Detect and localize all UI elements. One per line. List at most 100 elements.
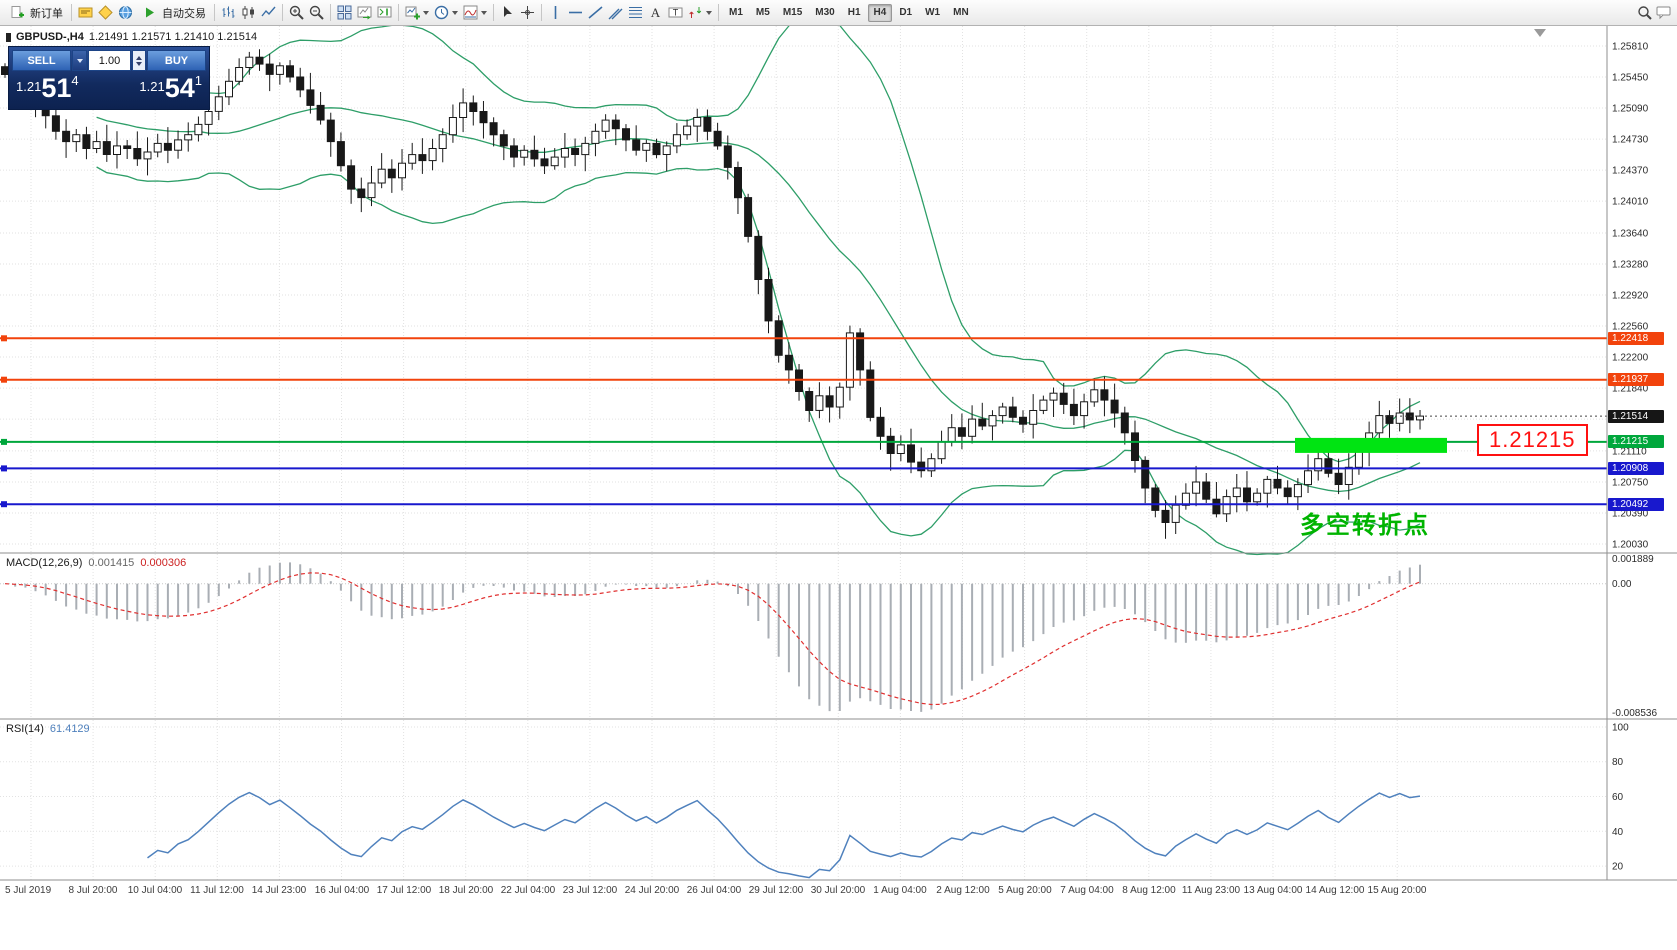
new-order-label: 新订单 [30,7,63,20]
new-order-icon[interactable] [8,3,27,22]
time-axis-label: 16 Jul 04:00 [314,885,370,896]
macd-axis-label: -0.008536 [1612,708,1657,719]
chart-shift-icon[interactable] [375,3,394,22]
symbol-ohlc-values: 1.21491 1.21571 1.21410 1.21514 [88,31,258,43]
sell-price-big: 51 [41,73,72,103]
time-axis-label: 2 Aug 12:00 [936,885,990,896]
time-axis-label: 11 Aug 23:00 [1181,885,1241,896]
timeframe-M1[interactable]: M1 [729,6,743,18]
zoom-out-icon[interactable] [307,3,326,22]
autoscroll-icon[interactable] [355,3,374,22]
buy-price-prefix: 1.21 [139,79,165,94]
level-handle[interactable] [1,376,7,383]
sell-price-sup: 4 [71,73,79,88]
timeframe-D1[interactable]: D1 [899,6,913,18]
horizontal-line-icon[interactable] [566,3,585,22]
toolbar-separator [282,4,283,21]
market-icon[interactable] [116,3,135,22]
time-axis-label: 5 Jul 2019 [5,885,52,896]
price-badge-1.21937: 1.21937 [1608,373,1664,386]
sell-button[interactable]: SELL [12,50,71,71]
zoom-in-icon[interactable] [287,3,306,22]
timeframe-M15[interactable]: M15 [782,6,803,18]
support-zone-rect[interactable] [1295,437,1447,453]
price-axis-label: 1.25450 [1612,73,1649,84]
buy-price-big: 54 [164,73,195,103]
time-axis-label: 13 Aug 04:00 [1243,885,1303,896]
macd-header: MACD(12,26,9) 0.001415 0.000306 [6,557,186,569]
timeframe-MN[interactable]: MN [953,6,969,18]
bar-chart-icon[interactable] [219,3,238,22]
level-lines[interactable] [0,335,1607,508]
buy-button[interactable]: BUY [147,50,206,71]
level-handle[interactable] [1,465,7,472]
chat-icon[interactable] [1654,3,1673,22]
arrows-icon[interactable] [686,3,705,22]
level-handle[interactable] [1,335,7,342]
cursor-icon[interactable] [498,3,517,22]
timeframes-clock-icon[interactable] [432,3,451,22]
equidistant-channel-icon[interactable] [606,3,625,22]
level-handle[interactable] [1,501,7,508]
new-chart-dropdown-icon[interactable] [423,10,429,15]
time-axis-label: 29 Jul 12:00 [748,885,804,896]
price-badge-1.22418: 1.22418 [1608,332,1664,345]
text-label-icon[interactable]: T [666,3,685,22]
terminal-icon[interactable] [76,3,95,22]
buy-price: 1.21541 [139,73,202,104]
crosshair-icon[interactable] [518,3,537,22]
time-axis-label: 7 Aug 04:00 [1060,885,1114,896]
price-axis-label: 1.24010 [1612,197,1649,208]
rsi-axis-label: 40 [1612,827,1624,838]
trend-line-icon[interactable] [586,3,605,22]
timeframe-M30[interactable]: M30 [815,6,835,18]
new-order-button[interactable]: 新订单 [4,2,67,23]
time-axis-label: 5 Aug 20:00 [998,885,1052,896]
volume-input[interactable] [88,50,131,71]
autotrading-label: 自动交易 [162,7,206,20]
text-icon[interactable]: A [646,3,665,22]
price-axis-label: 1.20750 [1612,478,1649,489]
price-axis-label: 1.22920 [1612,291,1649,302]
svg-text:A: A [651,5,661,20]
price-axis-label: 1.22200 [1612,353,1649,364]
buy-price-sup: 1 [194,73,202,88]
timeframe-H4[interactable]: H4 [867,3,893,22]
timeframe-H1[interactable]: H1 [847,6,861,18]
grid [0,26,1607,880]
timeframes-clock-dropdown-icon[interactable] [452,10,458,15]
toolbar-right-group [1635,3,1673,22]
autotrading-button[interactable]: 自动交易 [136,2,210,23]
candlestick-chart-icon[interactable] [239,3,258,22]
indicator-list-icon[interactable] [461,3,480,22]
indicator-list-dropdown-icon[interactable] [481,10,487,15]
tile-windows-icon[interactable] [335,3,354,22]
symbol-ohlc-header: GBPUSD-,H4 1.21491 1.21571 1.21410 1.215… [6,31,257,43]
time-axis-label: 1 Aug 04:00 [873,885,927,896]
rsi-line [147,791,1421,879]
timeframe-M5[interactable]: M5 [755,6,770,18]
line-chart-icon[interactable] [259,3,278,22]
new-chart-icon[interactable] [403,3,422,22]
support-price-label[interactable]: 1.21215 [1477,424,1588,456]
order-type-dropdown[interactable] [72,50,87,71]
turning-point-annotation[interactable]: 多空转折点 [1300,512,1430,539]
macd-axis-label: 0.001889 [1612,554,1654,565]
price-badge-1.20492: 1.20492 [1608,498,1664,511]
fibonacci-icon[interactable] [626,3,645,22]
timeframe-W1[interactable]: W1 [925,6,941,18]
price-axis-label: 1.24730 [1612,135,1649,146]
volume-stepper[interactable] [132,50,146,71]
search-icon[interactable] [1635,3,1654,22]
vertical-line-icon[interactable] [546,3,565,22]
svg-text:T: T [673,8,679,18]
metaeditor-icon[interactable] [96,3,115,22]
level-handle[interactable] [1,438,7,445]
rsi-axis-label: 100 [1612,723,1629,734]
chart-shift-marker[interactable] [1534,29,1546,37]
arrows-dropdown-icon[interactable] [706,10,712,15]
price-axis-label: 1.25810 [1612,42,1649,53]
axis-labels: 1.25810 1.25450 1.25090 1.24730 1.24370 1.240… [1612,42,1657,873]
autotrading-icon[interactable] [140,3,159,22]
